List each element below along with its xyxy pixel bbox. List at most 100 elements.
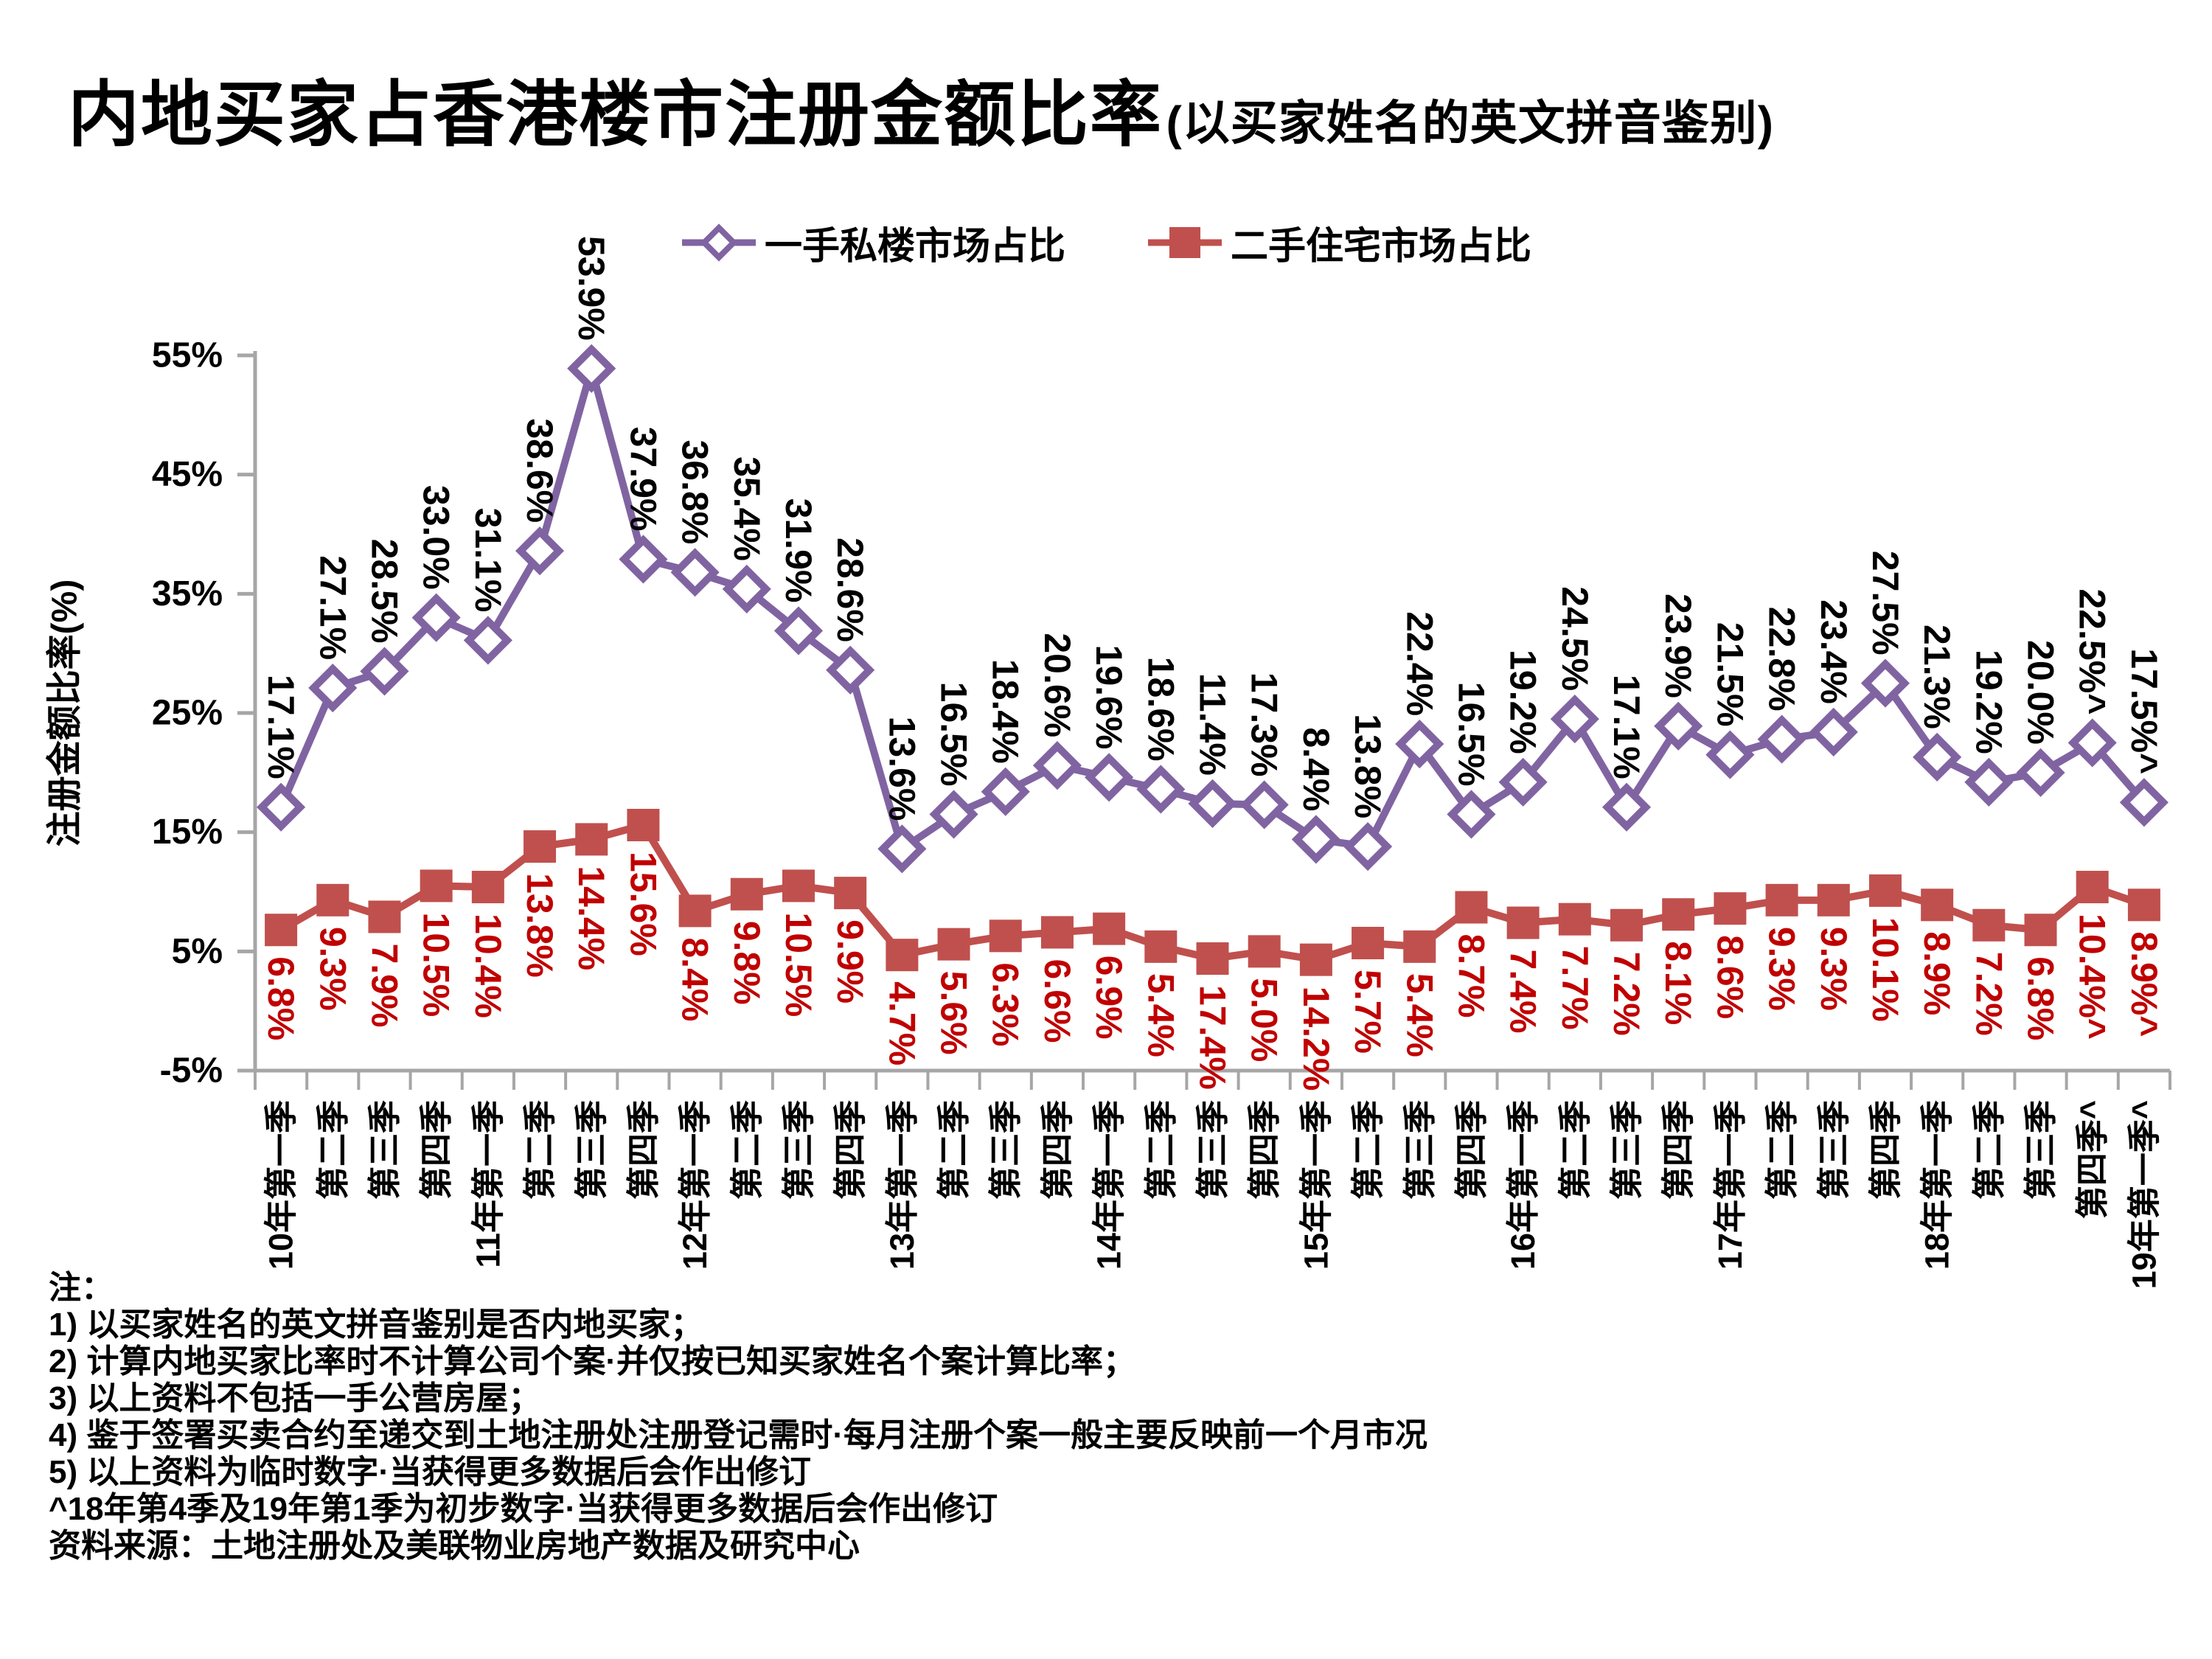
data-point-marker (1093, 912, 1126, 945)
data-point-label: 8.6% (1709, 935, 1750, 1019)
x-tick-label: 17年第一季 (1711, 1100, 1749, 1270)
data-point-marker (722, 564, 771, 613)
data-point-label: 7.2% (1968, 952, 2009, 1036)
note-line: 3) 以上资料不包括一手公营房屋； (49, 1380, 541, 1416)
data-point-marker (1705, 730, 1755, 779)
data-point-label: 28.5% (364, 539, 405, 644)
legend: 一手私楼市场占比 二手住宅市场占比 (0, 215, 2212, 270)
data-point-label: 15.6% (622, 852, 664, 956)
data-point-marker (627, 808, 660, 841)
x-tick-label: 第四季 (1660, 1100, 1697, 1200)
x-tick-label: 15年第一季 (1297, 1100, 1335, 1270)
data-point-label: 27.1% (312, 555, 353, 660)
data-point-label: 11.4% (1192, 673, 1234, 776)
data-point-marker (2076, 871, 2109, 904)
data-point-marker (1085, 753, 1134, 802)
data-point-label: 20.6% (1037, 633, 1078, 737)
data-point-label: 4.7% (881, 981, 922, 1065)
data-point-label: 7.7% (1554, 946, 1596, 1030)
data-point-label: 14.4% (571, 866, 612, 970)
data-point-marker (1765, 883, 1798, 917)
data-point-label: 5.7% (1347, 970, 1388, 1054)
data-point-marker (1032, 741, 1082, 790)
series-first-hand: 17.1%27.1% 28.5%33.0% 31.1%38.6%53.9%37.9%… (257, 236, 2168, 874)
x-tick-label: 第三季 (1194, 1100, 1231, 1200)
data-point-label: 13.8% (519, 873, 560, 978)
data-point-label: 17.4% (1192, 985, 1234, 1090)
data-point-label: 6.9% (1088, 956, 1130, 1040)
data-point-label: 21.3% (1916, 625, 1958, 729)
x-tick-label: 第二季 (521, 1100, 559, 1200)
data-point-marker (567, 344, 616, 393)
data-point-marker (1239, 780, 1289, 830)
x-tick-label: 第二季 (1142, 1100, 1180, 1200)
data-point-label: 9.8% (726, 921, 768, 1005)
data-point-label: 17.3% (1244, 672, 1285, 777)
data-point-label: 6.8% (260, 956, 302, 1040)
y-axis: 55% 45% 35% 25% 15% 5% -5% (152, 336, 255, 1091)
chart-title-main: 内地买家占香港楼市注册金额比率 (68, 74, 1163, 155)
data-point-label: 10.4% (467, 914, 509, 1018)
data-point-marker (1447, 790, 1496, 839)
data-point-marker (524, 830, 557, 863)
x-tick-label: 第三季 (1608, 1100, 1646, 1200)
data-point-label: 9.3% (312, 927, 353, 1011)
data-point-label: 10.4%^ (2072, 914, 2113, 1040)
data-point-marker (619, 535, 668, 584)
data-point-label: 9.3% (1761, 927, 1803, 1011)
data-point-marker (257, 782, 306, 832)
data-point-label: 8.1% (1658, 941, 1699, 1025)
x-axis-labels: 10年第一季 第二季 第三季 第四季 11年第一季 第二季 第三季 第四季 12年第一季 第二季第… (262, 1100, 2163, 1289)
note-line: ^18年第4季及19年第1季为初步数字·当获得更多数据后会作出修订 (49, 1491, 998, 1527)
data-point-label: 9.9% (830, 919, 871, 1004)
data-point-marker (1550, 695, 1599, 744)
legend-item-first-hand: 一手私楼市场占比 (681, 215, 1065, 270)
data-point-marker (981, 767, 1030, 816)
data-point-label: 18.6% (1140, 657, 1181, 762)
data-point-label: 38.6% (519, 418, 560, 523)
note-line: 4) 鉴于签署买卖合约至递交到土地注册处注册登记需时·每月注册个案一般主要反映前… (49, 1417, 1427, 1453)
data-point-marker (1403, 930, 1436, 963)
data-point-label: 5.4% (1140, 973, 1181, 1057)
data-point-marker (773, 606, 824, 655)
data-point-label: 22.5%^ (2072, 588, 2113, 714)
data-point-marker (2127, 888, 2160, 922)
x-tick-label: 第二季 (728, 1100, 765, 1200)
data-point-marker (1506, 906, 1540, 939)
data-point-marker (360, 647, 409, 696)
data-point-marker (1654, 701, 1703, 751)
x-tick-label: 18年第一季 (1919, 1100, 1956, 1270)
x-tick-label: 第二季 (314, 1100, 352, 1200)
data-point-label: 53.9% (571, 236, 612, 341)
data-point-marker (1136, 765, 1186, 814)
data-point-label: 17.5%^ (2124, 648, 2165, 774)
data-point-marker (463, 616, 512, 665)
x-tick-label: 第四季 (1245, 1100, 1283, 1200)
data-point-marker (886, 939, 919, 972)
data-point-marker (937, 928, 970, 961)
data-point-marker (316, 883, 349, 917)
y-tick-label: -5% (160, 1051, 223, 1091)
y-tick-label: 35% (152, 574, 223, 613)
x-tick-label: 第二季 (1349, 1100, 1387, 1200)
data-point-marker (1196, 942, 1229, 975)
data-point-label: 7.9% (364, 943, 405, 1027)
x-tick-label: 11年第一季 (469, 1100, 507, 1268)
data-point-label: 21.5% (1709, 622, 1750, 727)
data-point-label: 36.8% (675, 439, 716, 544)
data-point-marker (420, 869, 453, 902)
data-point-label: 8.9%^ (2124, 931, 2165, 1037)
data-point-label: 13.8% (1347, 714, 1388, 818)
data-point-marker (2067, 718, 2117, 768)
data-point-marker (1395, 719, 1444, 769)
data-point-marker (730, 877, 763, 911)
data-point-label: 17.1% (1606, 675, 1647, 779)
data-point-label: 6.8% (2020, 956, 2062, 1040)
data-point-label: 13.6% (881, 717, 922, 821)
data-point-marker (1291, 815, 1340, 864)
data-point-label: 23.9% (1658, 594, 1699, 698)
series-second-hand: 6.8% 9.3% 7.9% 10.5% 10.4% 13.8% 14.4% 15.6%8.4… (260, 808, 2165, 1091)
x-tick-label: 13年第一季 (883, 1100, 921, 1270)
legend-label-second-hand: 二手住宅市场占比 (1231, 225, 1532, 267)
